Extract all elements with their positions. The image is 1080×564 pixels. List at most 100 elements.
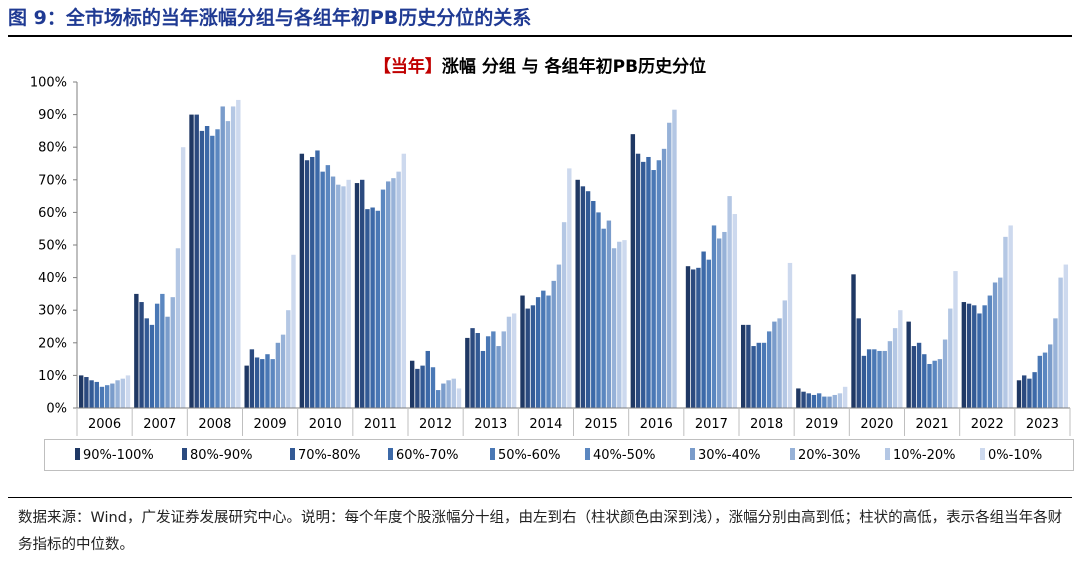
legend-label: 50%-60% xyxy=(498,448,561,463)
bar-2009-60%-70% xyxy=(260,359,265,408)
bar-2008-30%-40% xyxy=(220,106,225,408)
bar-2016-90%-100% xyxy=(630,134,636,408)
bar-2013-30%-40% xyxy=(496,346,501,408)
bar-2012-0%-10% xyxy=(456,388,462,408)
bar-2016-20%-30% xyxy=(667,122,672,408)
bar-2014-70%-80% xyxy=(530,305,536,408)
bar-2021-60%-70% xyxy=(922,354,927,408)
bar-2017-10%-20% xyxy=(727,196,732,408)
bar-2008-60%-70% xyxy=(204,126,210,408)
bar-2016-30%-40% xyxy=(661,148,667,408)
legend-label: 40%-50% xyxy=(593,448,656,463)
bar-2007-90%-100% xyxy=(134,293,139,408)
bar-2023-80%-90% xyxy=(1022,375,1027,408)
bar-2017-70%-80% xyxy=(696,267,701,408)
bar-2019-70%-80% xyxy=(806,393,811,408)
bar-2013-0%-10% xyxy=(511,313,517,408)
legend-swatch xyxy=(885,448,890,460)
bar-2012-10%-20% xyxy=(451,378,456,408)
bar-2014-50%-60% xyxy=(541,290,546,408)
y-tick-label: 90% xyxy=(38,108,67,123)
bottom-rule xyxy=(8,497,1072,498)
bar-2017-80%-90% xyxy=(691,269,696,408)
bar-2022-0%-10% xyxy=(1008,225,1013,408)
bar-2015-50%-60% xyxy=(596,212,601,408)
x-tick-label: 2015 xyxy=(585,417,618,432)
bar-2020-50%-60% xyxy=(872,349,877,408)
x-tick-label: 2016 xyxy=(640,417,673,432)
bar-2006-20%-30% xyxy=(115,380,120,408)
bar-2022-30%-40% xyxy=(992,282,998,408)
bar-2017-0%-10% xyxy=(732,214,738,408)
bar-2019-10%-20% xyxy=(837,393,843,408)
bar-2011-40%-50% xyxy=(380,189,386,408)
bar-2023-70%-80% xyxy=(1027,378,1032,408)
bar-2022-80%-90% xyxy=(966,303,972,408)
bar-2023-30%-40% xyxy=(1048,344,1053,408)
bar-2018-0%-10% xyxy=(787,262,793,408)
bar-2022-20%-30% xyxy=(998,277,1003,408)
bar-2009-40%-50% xyxy=(270,359,275,408)
bar-2012-50%-60% xyxy=(430,367,436,408)
bar-2016-70%-80% xyxy=(641,161,646,408)
x-tick-label: 2012 xyxy=(419,417,452,432)
bar-2022-70%-80% xyxy=(972,305,977,408)
legend-label: 0%-10% xyxy=(988,448,1043,463)
bar-2018-70%-80% xyxy=(751,346,756,408)
y-axis: 0% 10% 20% 30% 40% 50% 60% 70% 80% 90% 100% xyxy=(30,76,78,417)
bar-2007-60%-70% xyxy=(149,324,155,408)
bar-2009-50%-60% xyxy=(265,354,270,408)
bar-2023-60%-70% xyxy=(1032,372,1037,408)
bar-2017-60%-70% xyxy=(701,251,706,408)
bar-2008-10%-20% xyxy=(230,106,236,408)
bar-2021-40%-50% xyxy=(932,360,937,408)
bar-2007-30%-40% xyxy=(165,316,170,408)
bar-2018-80%-90% xyxy=(746,324,751,408)
bar-2008-40%-50% xyxy=(215,129,220,408)
bar-2018-40%-50% xyxy=(766,331,772,408)
bar-2023-10%-20% xyxy=(1058,277,1063,408)
bar-2017-20%-30% xyxy=(722,231,727,408)
y-tick-label: 40% xyxy=(38,271,67,286)
bar-2010-10%-20% xyxy=(341,186,346,408)
legend-swatch xyxy=(388,448,393,460)
bar-2017-50%-60% xyxy=(706,259,712,408)
bar-2021-80%-90% xyxy=(911,346,917,408)
bar-2015-40%-50% xyxy=(601,228,606,408)
bar-2016-50%-60% xyxy=(651,170,656,408)
x-tick-label: 2011 xyxy=(364,417,397,432)
legend-label: 80%-90% xyxy=(190,448,253,463)
x-tick-label: 2018 xyxy=(750,417,783,432)
bar-2019-60%-70% xyxy=(811,394,817,408)
bar-2009-80%-90% xyxy=(249,349,255,408)
legend-swatch xyxy=(980,448,985,460)
bar-2020-80%-90% xyxy=(856,318,861,408)
bar-2015-80%-90% xyxy=(580,186,586,408)
legend-swatch xyxy=(585,448,590,460)
bar-2020-10%-20% xyxy=(892,328,898,408)
bar-2019-50%-60% xyxy=(816,393,822,408)
bar-2014-90%-100% xyxy=(520,295,525,408)
x-tick-label: 2019 xyxy=(805,417,838,432)
bar-2020-70%-80% xyxy=(861,355,867,408)
bar-2021-10%-20% xyxy=(948,308,953,408)
bar-2007-10%-20% xyxy=(175,248,181,408)
legend-item: 70%-80% xyxy=(290,440,360,472)
bar-2014-30%-40% xyxy=(551,280,556,408)
legend-item: 50%-60% xyxy=(490,440,560,472)
legend-item: 90%-100% xyxy=(75,440,154,472)
figure-title: 图 9：全市场标的当年涨幅分组与各组年初PB历史分位的关系 xyxy=(8,7,532,29)
bar-2018-30%-40% xyxy=(772,321,777,408)
bar-2014-80%-90% xyxy=(525,308,530,408)
bar-2016-40%-50% xyxy=(656,160,662,408)
legend-label: 90%-100% xyxy=(83,448,154,463)
bar-2008-20%-30% xyxy=(225,121,231,409)
bar-2018-60%-70% xyxy=(756,342,761,408)
bar-2011-30%-40% xyxy=(386,181,391,408)
bar-2019-30%-40% xyxy=(827,396,832,408)
bar-2006-50%-60% xyxy=(99,386,105,408)
bar-2022-90%-100% xyxy=(961,302,967,408)
bar-2022-60%-70% xyxy=(977,313,982,408)
bar-2021-50%-60% xyxy=(927,363,932,408)
bar-2014-40%-50% xyxy=(546,295,551,408)
